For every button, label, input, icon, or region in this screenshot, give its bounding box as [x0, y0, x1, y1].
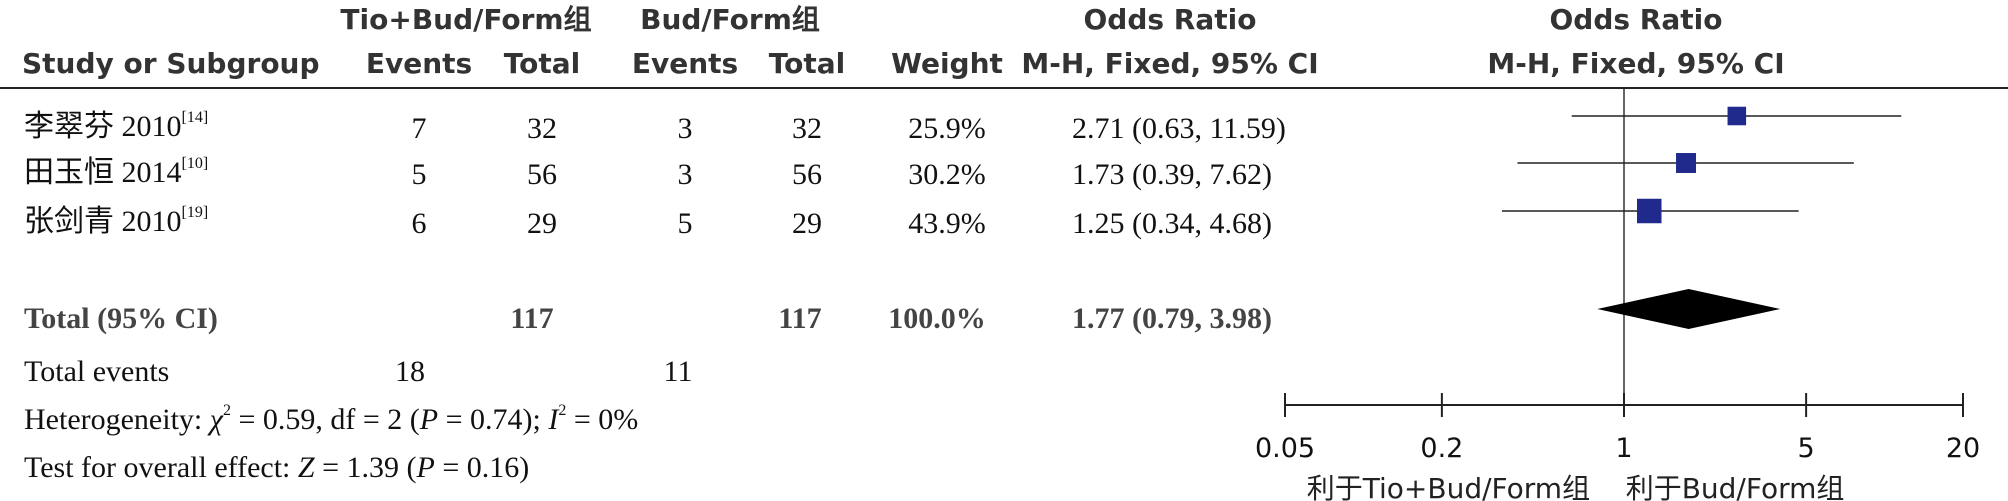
events1-cell: 5 — [411, 158, 427, 191]
study-reference: [19] — [181, 204, 209, 221]
ci-cell: 1.25 (0.34, 4.68) — [1072, 207, 1272, 240]
total1-cell: 32 — [527, 112, 557, 145]
favours-left-label: 利于Tio+Bud/Form组 — [1307, 472, 1590, 501]
weight-cell: 43.9% — [908, 207, 986, 240]
odds-ratio-title-right: Odds Ratio — [1549, 3, 1723, 36]
total2-cell: 32 — [792, 112, 822, 145]
pooled-diamond — [1597, 289, 1781, 329]
study-marker — [1637, 198, 1662, 224]
method-header-right: M-H, Fixed, 95% CI — [1487, 47, 1785, 80]
total-label: Total (95% CI) — [24, 302, 218, 335]
ci-cell: 1.73 (0.39, 7.62) — [1072, 158, 1272, 191]
header-rule — [0, 87, 2008, 89]
study-name: 张剑青 2010[19] — [24, 204, 209, 238]
total2-cell: 29 — [792, 207, 822, 240]
weight-column-header: Weight — [891, 47, 1003, 80]
events1-cell: 7 — [411, 112, 427, 145]
events2-cell: 3 — [677, 112, 693, 145]
events2-cell: 3 — [677, 158, 693, 191]
weight-cell: 30.2% — [908, 158, 986, 191]
ci-cell: 2.71 (0.63, 11.59) — [1072, 112, 1286, 145]
total2-column-header: Total — [768, 47, 846, 80]
study-column-header: Study or Subgroup — [22, 47, 320, 80]
total-weight: 100.0% — [888, 302, 986, 335]
study-name: 田玉恒 2014[10] — [24, 155, 209, 189]
study-reference: [10] — [181, 155, 209, 172]
total-ci: 1.77 (0.79, 3.98) — [1072, 302, 1272, 335]
overall-effect-text: Test for overall effect: Z = 1.39 (P = 0… — [24, 451, 530, 484]
total-events-label: Total events — [24, 355, 170, 388]
total1-cell: 56 — [527, 158, 557, 191]
total-events2: 11 — [663, 355, 693, 388]
total2-cell: 56 — [792, 158, 822, 191]
method-header-left: M-H, Fixed, 95% CI — [1021, 47, 1319, 80]
study-reference: [14] — [181, 109, 209, 126]
favours-right-label: 利于Bud/Form组 — [1626, 472, 1845, 501]
total1-cell: 29 — [527, 207, 557, 240]
events1-column-header: Events — [365, 47, 473, 80]
group1-header: Tio+Bud/Form组 — [340, 3, 592, 36]
x-tick-label: 1 — [1615, 433, 1632, 464]
odds-ratio-title-left: Odds Ratio — [1083, 3, 1257, 36]
study-marker — [1727, 106, 1747, 126]
events2-cell: 5 — [677, 207, 693, 240]
events1-cell: 6 — [411, 207, 427, 240]
total1-column-header: Total — [503, 47, 581, 80]
x-tick-label: 0.05 — [1255, 433, 1315, 464]
x-tick-label: 20 — [1946, 433, 1980, 464]
study-marker — [1676, 153, 1697, 173]
x-tick-label: 0.2 — [1420, 433, 1463, 464]
events2-column-header: Events — [631, 47, 739, 80]
study-name: 李翠芬 2010[14] — [24, 109, 209, 143]
total-events1: 18 — [395, 355, 425, 388]
heterogeneity-text: Heterogeneity: χ2 = 0.59, df = 2 (P = 0.… — [24, 402, 639, 436]
x-tick-label: 5 — [1798, 433, 1815, 464]
total1-sum: 117 — [510, 302, 554, 335]
weight-cell: 25.9% — [908, 112, 986, 145]
total2-sum: 117 — [778, 302, 822, 335]
group2-header: Bud/Form组 — [640, 3, 820, 36]
